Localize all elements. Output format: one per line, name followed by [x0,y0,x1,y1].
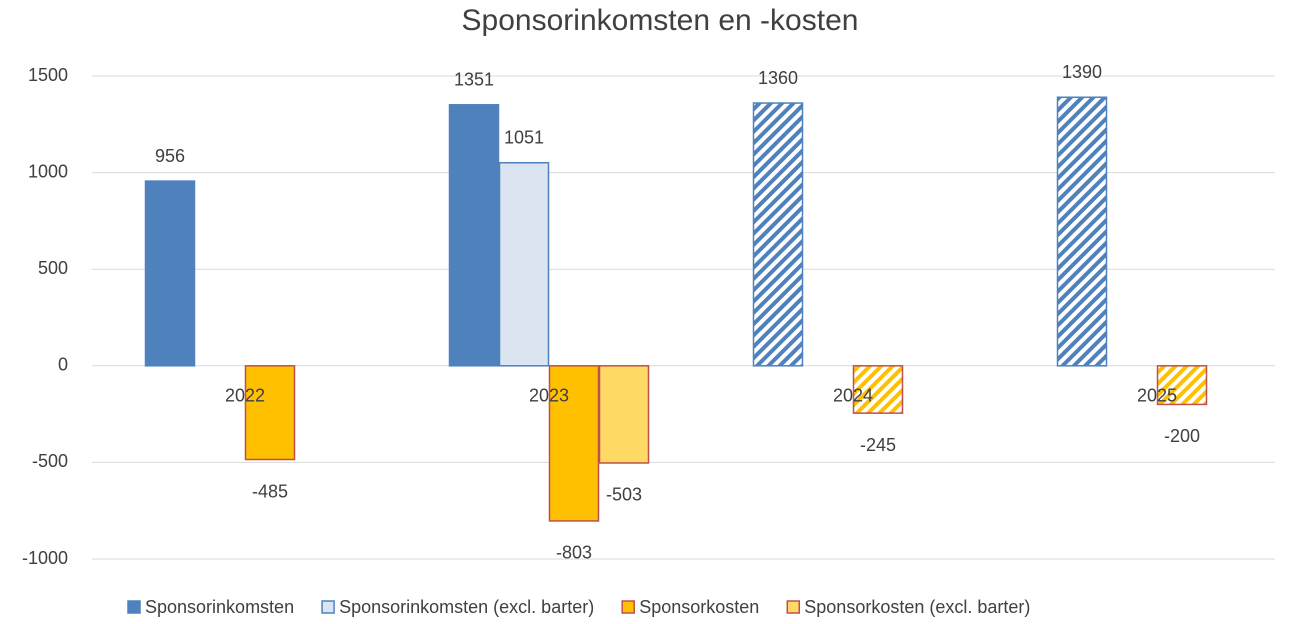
legend-swatch [127,600,141,614]
data-label: -503 [606,485,642,505]
x-tick-label: 2024 [833,386,873,406]
bar [1056,96,1108,367]
bar [1156,365,1208,406]
bar [752,102,804,367]
data-label: 1351 [454,70,494,90]
data-label: -485 [252,481,288,501]
data-label: 956 [155,146,185,166]
bar [144,180,196,367]
y-tick-label: -500 [32,451,68,471]
y-tick-label: 0 [58,355,68,375]
y-tick-label: -1000 [22,548,68,568]
bar [244,365,296,461]
legend-swatch [321,600,335,614]
bar [448,104,500,367]
legend-swatch [621,600,635,614]
bar [498,161,550,367]
legend-label: Sponsorkosten [639,597,759,617]
data-label: -245 [860,435,896,455]
data-label: 1360 [758,68,798,88]
legend-label: Sponsorinkomsten [145,597,294,617]
legend-label: Sponsorkosten (excl. barter) [804,597,1030,617]
data-label: 1390 [1062,62,1102,82]
x-tick-label: 2022 [225,386,265,406]
x-tick-label: 2023 [529,386,569,406]
y-tick-label: 500 [38,258,68,278]
data-label: -200 [1164,426,1200,446]
legend-swatch [786,600,801,614]
bar [852,365,904,414]
data-label: -803 [556,543,592,563]
chart-title: Sponsorinkomsten en -kosten [462,4,859,37]
bar [548,365,600,522]
legend-label: Sponsorinkomsten (excl. barter) [339,597,594,617]
data-label: 1051 [504,127,544,147]
bar [598,365,650,464]
y-tick-label: 1000 [28,161,68,181]
x-tick-label: 2025 [1137,386,1177,406]
y-tick-label: 1500 [28,65,68,85]
